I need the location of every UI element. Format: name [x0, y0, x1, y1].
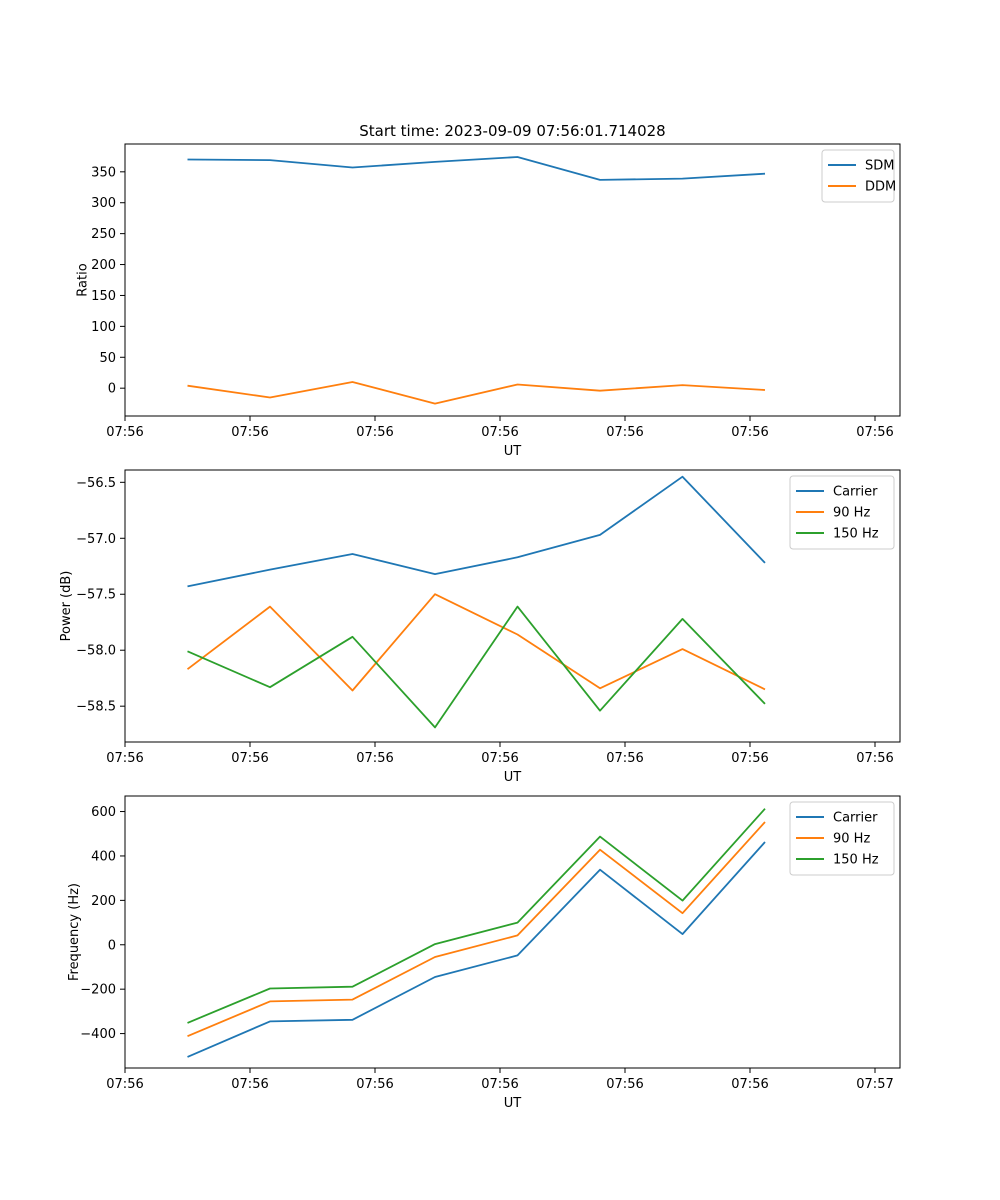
series-line-90-hz [187, 821, 766, 1038]
y-tick-label: 200 [91, 258, 116, 273]
x-tick-label: 07:56 [106, 751, 143, 766]
x-axis-label: UT [504, 444, 522, 459]
y-tick-label: 50 [99, 351, 116, 366]
y-tick-label: −57.0 [76, 532, 116, 547]
x-tick-label: 07:57 [856, 1077, 893, 1092]
x-tick-label: 07:56 [856, 425, 893, 440]
x-tick-label: 07:56 [356, 1077, 393, 1092]
y-tick-label: 250 [91, 227, 116, 242]
axes-frame [124, 469, 901, 743]
x-tick-label: 07:56 [106, 1077, 143, 1092]
y-tick-label: 0 [108, 382, 116, 397]
x-tick-label: 07:56 [231, 1077, 268, 1092]
series-line-150-hz [187, 808, 766, 1024]
legend-entry: SDM [865, 159, 894, 174]
y-axis-label: Frequency (Hz) [67, 883, 82, 981]
x-tick-label: 07:56 [106, 425, 143, 440]
series-line-ddm [187, 381, 766, 405]
x-tick-label: 07:56 [731, 1077, 768, 1092]
subplot-1: Start time: 2023-09-09 07:56:01.714028 0 5… [75, 122, 901, 459]
x-tick-label: 07:56 [481, 1077, 518, 1092]
subplot-2: −58.5 −58.0 −57.5 −57.0 −56.5 07:56 07:56 07:56… [59, 469, 901, 785]
legend-entry: DDM [865, 180, 896, 195]
legend-box [789, 475, 895, 550]
y-tick-label: 600 [91, 805, 116, 820]
x-tick-label: 07:56 [356, 751, 393, 766]
legend-box [789, 801, 895, 876]
x-tick-label: 07:56 [231, 425, 268, 440]
y-tick-label: −57.5 [76, 588, 116, 603]
y-tick-label: 200 [91, 894, 116, 909]
legend-entry: 90 Hz [833, 832, 870, 847]
x-axis-label: UT [504, 770, 522, 785]
y-tick-label: −58.0 [76, 644, 116, 659]
series-line-carrier [187, 475, 766, 588]
subplot-3: −400 −200 0 200 400 600 07:56 07:56 07:56 07:56 07… [67, 795, 901, 1111]
y-tick-label: 350 [91, 165, 116, 180]
x-tick-label: 07:56 [231, 751, 268, 766]
legend: Carrier 90 Hz 150 Hz [789, 801, 895, 876]
x-tick-label: 07:56 [731, 425, 768, 440]
y-tick-label: 300 [91, 196, 116, 211]
y-tick-label: 400 [91, 849, 116, 864]
x-tick-label: 07:56 [481, 425, 518, 440]
series-line-sdm [187, 156, 766, 181]
y-tick-label: 100 [91, 320, 116, 335]
legend-entry: Carrier [833, 811, 878, 826]
y-tick-label: 150 [91, 289, 116, 304]
legend-entry: 90 Hz [833, 506, 870, 521]
legend-entry: 150 Hz [833, 527, 879, 542]
axes-frame [124, 795, 901, 1069]
y-tick-label: −400 [80, 1027, 116, 1042]
y-tick-label: −200 [80, 983, 116, 998]
y-axis-label: Ratio [75, 263, 90, 296]
y-tick-label: −56.5 [76, 476, 116, 491]
legend-box [821, 149, 895, 203]
x-tick-label: 07:56 [606, 425, 643, 440]
y-tick-label: 0 [108, 938, 116, 953]
x-tick-label: 07:56 [356, 425, 393, 440]
legend-entry: 150 Hz [833, 853, 879, 868]
x-tick-label: 07:56 [606, 751, 643, 766]
series-line-90-hz [186, 593, 766, 692]
x-tick-label: 07:56 [856, 751, 893, 766]
legend: SDM DDM [821, 149, 896, 203]
y-tick-label: −58.5 [76, 700, 116, 715]
x-tick-label: 07:56 [481, 751, 518, 766]
series-line-150-hz [187, 605, 766, 729]
chart-title: Start time: 2023-09-09 07:56:01.714028 [359, 122, 665, 140]
axes-frame [124, 143, 901, 417]
x-axis-label: UT [504, 1096, 522, 1111]
x-tick-label: 07:56 [731, 751, 768, 766]
y-axis-label: Power (dB) [59, 571, 74, 642]
legend-entry: Carrier [833, 485, 878, 500]
legend: Carrier 90 Hz 150 Hz [789, 475, 895, 550]
x-tick-label: 07:56 [606, 1077, 643, 1092]
series-line-carrier [187, 841, 766, 1058]
